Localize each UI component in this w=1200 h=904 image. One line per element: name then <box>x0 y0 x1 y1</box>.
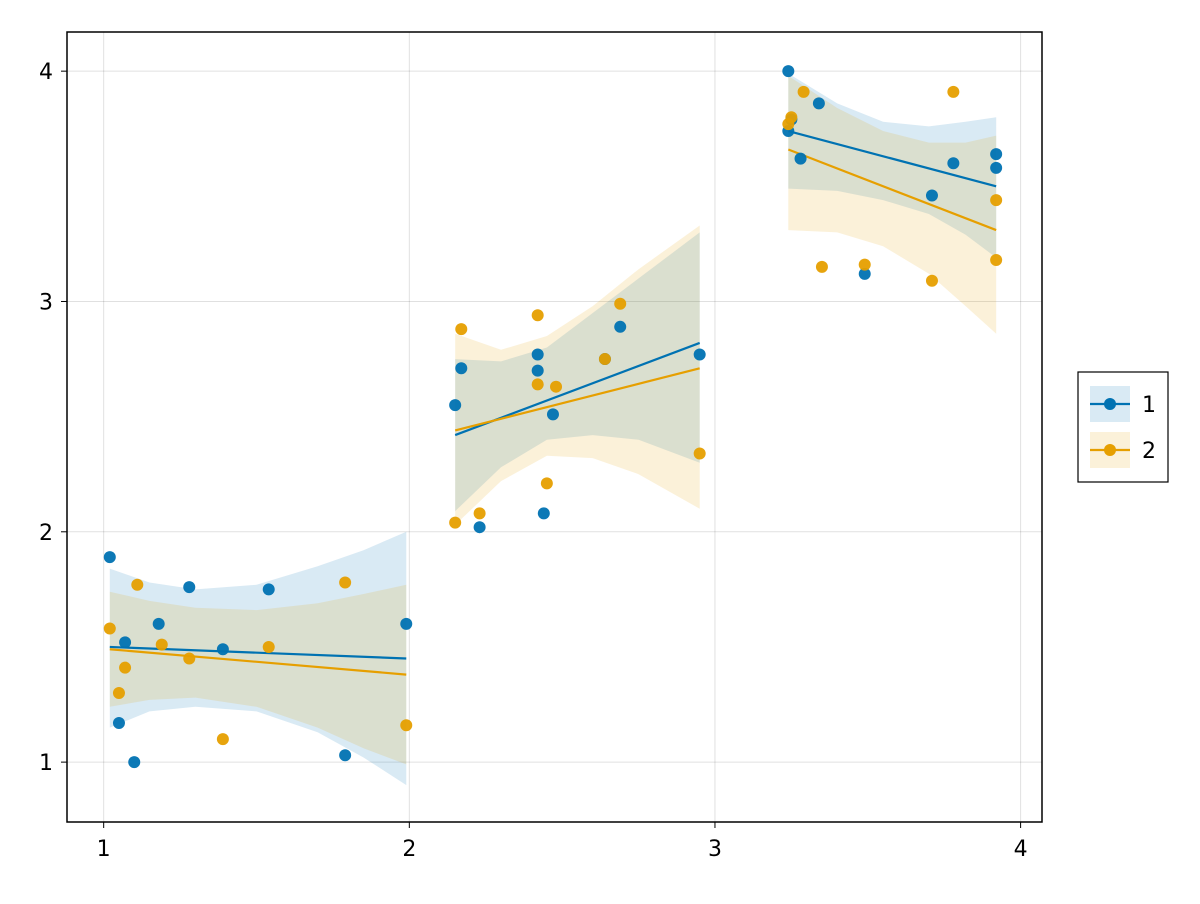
series-1-point-6 <box>216 643 229 656</box>
series-2-band-0 <box>109 584 407 765</box>
plot-frame <box>66 31 1043 823</box>
series-1-point-19 <box>693 348 706 361</box>
series-1-point-0 <box>103 551 116 564</box>
series-1-point-23 <box>794 152 807 165</box>
confidence-bands <box>109 73 997 786</box>
legend-label-1: 1 <box>1142 393 1156 418</box>
series-1-band-0 <box>109 531 407 786</box>
series-1-point-5 <box>183 581 196 594</box>
series-2-fit-line-2 <box>787 148 997 232</box>
series-1-point-18 <box>614 320 627 333</box>
series-1-point-1 <box>112 716 125 729</box>
series-2-point-22 <box>797 85 810 98</box>
series-2-point-23 <box>815 260 828 273</box>
x-tick-label-0: 1 <box>97 837 111 862</box>
grid <box>67 32 1042 822</box>
series-2-point-2 <box>119 661 132 674</box>
series-2-point-17 <box>598 353 611 366</box>
x-tick-label-2: 3 <box>708 837 722 862</box>
series-2-point-24 <box>858 258 871 271</box>
series-1-point-12 <box>473 521 486 534</box>
axis-ticks: 1 2 3 4 1 2 3 4 <box>39 60 1028 862</box>
series-2-fit-line-0 <box>109 648 407 676</box>
legend: 12 <box>1077 371 1169 483</box>
x-tick-label-3: 4 <box>1014 837 1028 862</box>
series-2-point-9 <box>400 719 413 732</box>
series-2-point-11 <box>455 323 468 336</box>
series-2-point-13 <box>531 309 544 322</box>
series-1-point-9 <box>400 617 413 630</box>
y-tick-label-3: 4 <box>39 60 53 85</box>
series-1-point-29 <box>990 161 1003 174</box>
series-2-point-3 <box>131 578 144 591</box>
series-1-point-7 <box>262 583 275 596</box>
series-1-point-2 <box>119 636 132 649</box>
series-1-band-1 <box>455 232 700 512</box>
series-2-point-28 <box>990 254 1003 267</box>
series-1-point-13 <box>531 348 544 361</box>
series-2-point-26 <box>947 85 960 98</box>
series-1-point-4 <box>152 617 165 630</box>
series-1-point-25 <box>858 267 871 280</box>
series-1-band-2 <box>788 73 997 258</box>
series-2-point-10 <box>449 516 462 529</box>
series-2-band-1 <box>455 225 700 525</box>
series-1-point-24 <box>812 97 825 110</box>
x-tick-label-1: 2 <box>402 837 416 862</box>
y-tick-label-2: 3 <box>39 290 53 315</box>
legend-box <box>1077 371 1169 483</box>
series-2-point-27 <box>990 194 1003 207</box>
y-tick-label-0: 1 <box>39 751 53 776</box>
series-1-point-3 <box>128 756 141 769</box>
series-1-point-10 <box>449 399 462 412</box>
series-2-point-1 <box>112 687 125 700</box>
series-1-point-28 <box>990 148 1003 161</box>
series-2-point-15 <box>540 477 553 490</box>
series-2-point-4 <box>155 638 168 651</box>
series-2-fit-line-1 <box>454 367 700 432</box>
series-2-point-18 <box>614 297 627 310</box>
series-2-point-5 <box>183 652 196 665</box>
series-1-point-15 <box>537 507 550 520</box>
series-2-point-14 <box>531 378 544 391</box>
series-2-band-2 <box>788 75 997 334</box>
series-2-point-21 <box>785 111 798 124</box>
series-2-point-25 <box>925 274 938 287</box>
legend-label-2: 2 <box>1142 439 1156 464</box>
series-1-point-8 <box>339 749 352 762</box>
series-1-point-20 <box>782 65 795 78</box>
series-1-point-27 <box>947 157 960 170</box>
data-points <box>103 65 1003 769</box>
plot-background <box>67 32 1042 822</box>
series-1-point-14 <box>531 364 544 377</box>
series-2-point-7 <box>262 640 275 653</box>
y-tick-label-1: 2 <box>39 521 53 546</box>
series-2-point-12 <box>473 507 486 520</box>
series-1-point-26 <box>925 189 938 202</box>
series-1-fit-line-2 <box>788 129 997 188</box>
series-2-point-19 <box>693 447 706 460</box>
legend-swatch-marker-2 <box>1104 444 1116 456</box>
series-2-point-0 <box>103 622 116 635</box>
series-2-point-6 <box>216 733 229 746</box>
series-1-point-16 <box>546 408 559 421</box>
legend-swatch-marker-1 <box>1104 398 1116 410</box>
series-1-point-11 <box>455 362 468 375</box>
series-2-point-8 <box>339 576 352 589</box>
series-2-point-16 <box>550 380 563 393</box>
